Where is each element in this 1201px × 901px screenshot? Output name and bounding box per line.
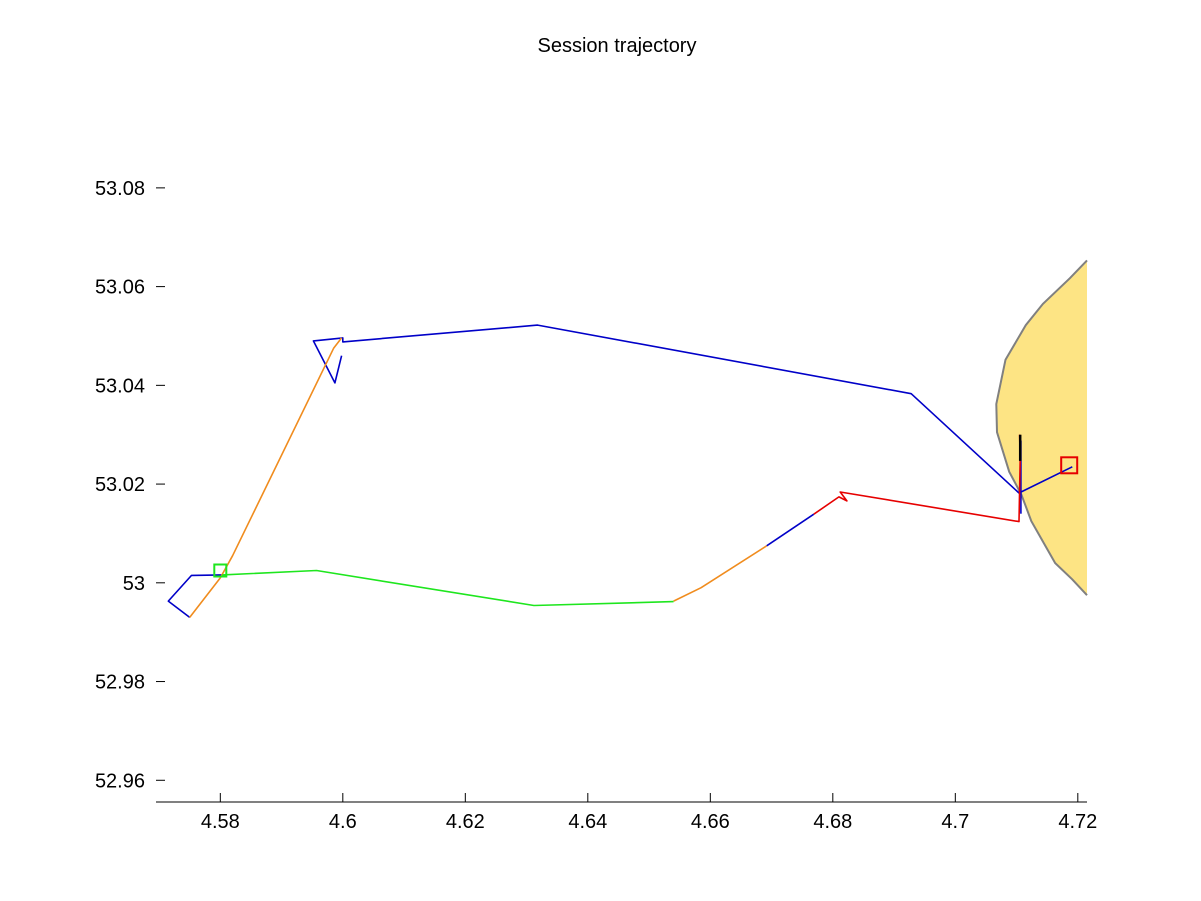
x-tick-label: 4.62 (446, 811, 485, 833)
land-region-boundary (995, 259, 1088, 596)
square-marker (1060, 456, 1079, 475)
chart-title: Session trajectory (538, 35, 697, 57)
trajectory-segment (189, 337, 343, 618)
trajectory-series-layer (167, 324, 1073, 619)
marker-layer (213, 456, 1079, 578)
y-tick-label: 53.06 (95, 277, 145, 299)
x-tick-label: 4.7 (941, 811, 969, 833)
x-tick-label: 4.6 (329, 811, 357, 833)
x-tick-label: 4.68 (813, 811, 852, 833)
x-tick-label: 4.72 (1058, 811, 1097, 833)
trajectory-segment (312, 324, 1073, 494)
x-tick-label: 4.66 (691, 811, 730, 833)
trajectory-segment (673, 545, 768, 602)
trajectory-segment (813, 434, 1022, 523)
x-tick-label: 4.64 (568, 811, 607, 833)
trajectory-segment (222, 569, 674, 607)
trajectory-segment (167, 574, 223, 619)
y-tick-label: 52.96 (95, 770, 145, 792)
y-tick-label: 53.02 (95, 474, 145, 496)
y-tick-label: 52.98 (95, 672, 145, 694)
y-tick-label: 53.08 (95, 178, 145, 200)
coastline-region-layer (995, 259, 1088, 596)
land-region-fill (996, 260, 1087, 596)
x-tick-label: 4.58 (201, 811, 240, 833)
axes-layer: 4.58 4.6 4.62 4.64 4.66 4.68 4.7 4.72 52.96 52.98… (95, 178, 1097, 833)
trajectory-segment (766, 513, 815, 547)
y-tick-label: 53 (123, 573, 145, 595)
y-tick-label: 53.04 (95, 375, 145, 397)
square-marker (213, 563, 228, 578)
